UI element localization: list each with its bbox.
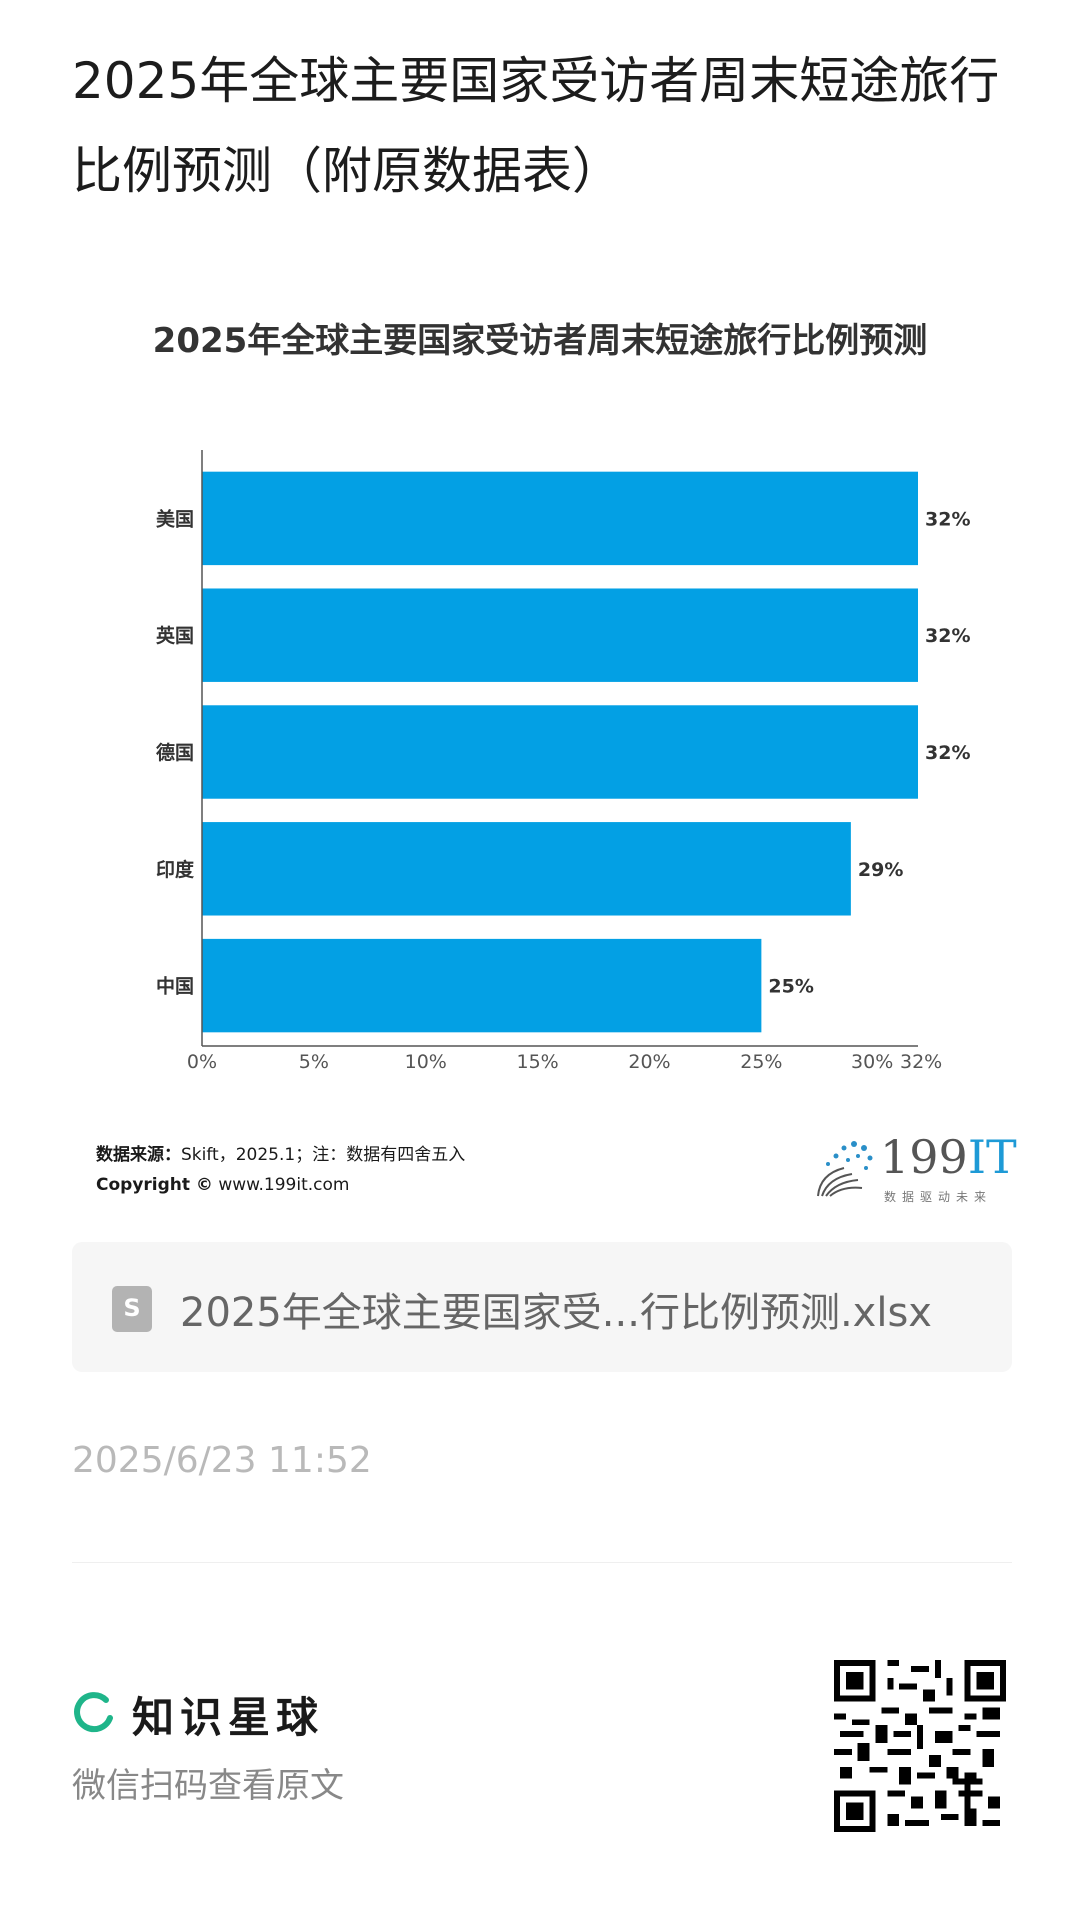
spreadsheet-file-icon (112, 1286, 152, 1332)
zsxq-logo-icon (74, 1692, 113, 1733)
logo-text-accent: IT (967, 1130, 1017, 1184)
source-label: 数据来源： (96, 1145, 181, 1165)
category-label: 中国 (156, 975, 194, 998)
x-tick-label: 15% (517, 1051, 559, 1073)
x-tick-label: 10% (405, 1051, 447, 1073)
scan-hint: 微信扫码查看原文 (72, 1766, 344, 1806)
bar-3 (202, 705, 918, 799)
logo-tagline: 数据驱动未来 (884, 1190, 993, 1204)
bar-1 (202, 471, 918, 566)
source-text: Skift，2025.1；注：数据有四舍五入 (181, 1145, 466, 1165)
logo-text-main: 199 (880, 1130, 968, 1184)
attachment-file-card[interactable]: 2025年全球主要国家受...行比例预测.xlsx (72, 1242, 1012, 1372)
copyright-text: www.199it.com (218, 1175, 350, 1195)
x-tick-label: 30% (851, 1051, 893, 1073)
x-tick-label: 25% (740, 1051, 782, 1073)
page-title: 2025年全球主要国家受访者周末短途旅行比例预测（附原数据表） (72, 52, 1000, 200)
category-label: 美国 (156, 507, 194, 530)
chart-title: 2025年全球主要国家受访者周末短途旅行比例预测 (153, 321, 928, 361)
x-tick-label: 32% (900, 1051, 942, 1073)
bar-4 (202, 822, 851, 916)
divider (72, 1562, 1012, 1563)
brand-name: 知识星球 (132, 1693, 325, 1742)
file-name: 2025年全球主要国家受...行比例预测.xlsx (180, 1290, 932, 1336)
logo-dots-icon (817, 1141, 873, 1197)
data-label: 29% (858, 859, 903, 881)
copyright-label: Copyright © (96, 1175, 213, 1195)
x-tick-label: 20% (628, 1051, 670, 1073)
x-tick-label: 0% (187, 1051, 217, 1073)
qr-code[interactable] (834, 1660, 1006, 1832)
x-tick-label: 5% (299, 1051, 329, 1073)
post-timestamp: 2025/6/23 11:52 (72, 1440, 372, 1481)
category-label: 英国 (156, 624, 194, 647)
data-label: 32% (925, 742, 970, 764)
category-label: 德国 (156, 741, 194, 764)
source-note: 数据来源：Skift，2025.1；注：数据有四舍五入 Copyright © … (96, 1140, 465, 1200)
chart-card: 2025年全球主要国家受访者周末短途旅行比例预测美国 32% 英国 32% 德国 32% 印… (72, 300, 1017, 1220)
bar-5 (202, 938, 762, 1033)
199it-logo: 199IT 数据驱动未来 (808, 1130, 1017, 1210)
bar-2 (202, 588, 918, 682)
data-label: 25% (768, 976, 813, 998)
data-label: 32% (925, 508, 970, 530)
data-label: 32% (925, 625, 970, 647)
category-label: 印度 (156, 858, 195, 881)
